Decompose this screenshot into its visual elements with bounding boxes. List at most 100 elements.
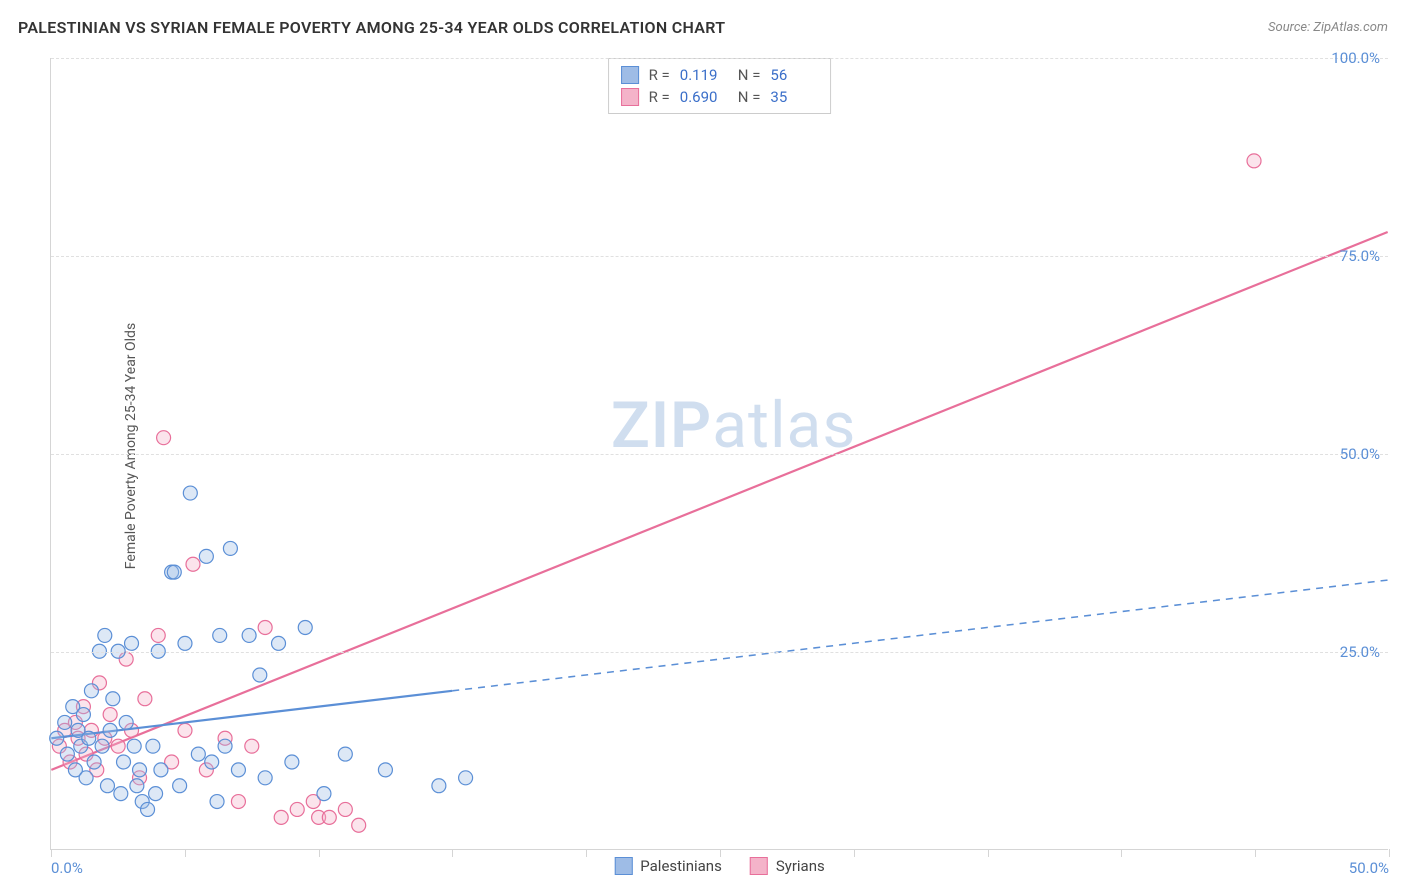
x-tick bbox=[720, 849, 721, 857]
n-value-syrians: 35 bbox=[770, 88, 818, 106]
data-point bbox=[253, 668, 267, 682]
x-tick bbox=[452, 849, 453, 857]
y-tick-label: 75.0% bbox=[1340, 247, 1380, 265]
n-value-palestinians: 56 bbox=[770, 66, 818, 84]
swatch-palestinians bbox=[614, 857, 632, 875]
data-point bbox=[82, 731, 96, 745]
data-point bbox=[322, 810, 336, 824]
data-point bbox=[130, 779, 144, 793]
x-tick bbox=[1121, 849, 1122, 857]
data-point bbox=[141, 802, 155, 816]
data-point bbox=[285, 755, 299, 769]
chart-area: ZIPatlas R = 0.119 N = 56 R = 0.690 N = … bbox=[50, 58, 1388, 850]
data-point bbox=[133, 763, 147, 777]
data-point bbox=[98, 628, 112, 642]
r-label: R = bbox=[649, 88, 670, 106]
data-point bbox=[432, 779, 446, 793]
data-point bbox=[157, 431, 171, 445]
swatch-syrians bbox=[621, 88, 639, 106]
data-point bbox=[60, 747, 74, 761]
stats-row-palestinians: R = 0.119 N = 56 bbox=[621, 64, 819, 86]
y-tick-label: 100.0% bbox=[1331, 49, 1380, 67]
stats-box: R = 0.119 N = 56 R = 0.690 N = 35 bbox=[608, 58, 832, 114]
source-label: Source: ZipAtlas.com bbox=[1268, 20, 1388, 35]
data-point bbox=[154, 763, 168, 777]
data-point bbox=[178, 636, 192, 650]
x-tick bbox=[185, 849, 186, 857]
data-point bbox=[183, 486, 197, 500]
data-point bbox=[178, 723, 192, 737]
legend-label-syrians: Syrians bbox=[776, 857, 825, 875]
data-point bbox=[231, 795, 245, 809]
data-point bbox=[213, 628, 227, 642]
data-point bbox=[317, 787, 331, 801]
data-point bbox=[338, 747, 352, 761]
legend-item-palestinians: Palestinians bbox=[614, 857, 722, 875]
data-point bbox=[151, 628, 165, 642]
data-point bbox=[50, 731, 64, 745]
legend-item-syrians: Syrians bbox=[750, 857, 825, 875]
trend-line bbox=[51, 232, 1387, 770]
data-point bbox=[272, 636, 286, 650]
x-tick-label: 50.0% bbox=[1349, 859, 1389, 877]
data-point bbox=[103, 723, 117, 737]
data-point bbox=[87, 755, 101, 769]
data-point bbox=[352, 818, 366, 832]
x-tick bbox=[319, 849, 320, 857]
data-point bbox=[231, 763, 245, 777]
data-point bbox=[106, 692, 120, 706]
data-point bbox=[191, 747, 205, 761]
data-point bbox=[84, 684, 98, 698]
gridline bbox=[51, 256, 1388, 257]
chart-title: PALESTINIAN VS SYRIAN FEMALE POVERTY AMO… bbox=[18, 18, 725, 37]
data-point bbox=[258, 621, 272, 635]
y-tick-label: 25.0% bbox=[1340, 643, 1380, 661]
r-label: R = bbox=[649, 66, 670, 84]
data-point bbox=[167, 565, 181, 579]
data-point bbox=[149, 787, 163, 801]
data-point bbox=[100, 779, 114, 793]
data-point bbox=[103, 708, 117, 722]
data-point bbox=[173, 779, 187, 793]
data-point bbox=[119, 715, 133, 729]
swatch-syrians bbox=[750, 857, 768, 875]
x-tick-label: 0.0% bbox=[51, 859, 83, 877]
n-label: N = bbox=[738, 88, 761, 106]
data-point bbox=[459, 771, 473, 785]
gridline bbox=[51, 652, 1388, 653]
legend-label-palestinians: Palestinians bbox=[640, 857, 722, 875]
x-tick bbox=[586, 849, 587, 857]
data-point bbox=[146, 739, 160, 753]
x-tick bbox=[1255, 849, 1256, 857]
data-point bbox=[95, 739, 109, 753]
r-value-palestinians: 0.119 bbox=[680, 66, 728, 84]
data-point bbox=[378, 763, 392, 777]
data-point bbox=[58, 715, 72, 729]
data-point bbox=[298, 621, 312, 635]
data-point bbox=[79, 771, 93, 785]
n-label: N = bbox=[738, 66, 761, 84]
trend-line-extrapolated bbox=[452, 580, 1387, 691]
data-point bbox=[205, 755, 219, 769]
data-point bbox=[274, 810, 288, 824]
stats-row-syrians: R = 0.690 N = 35 bbox=[621, 86, 819, 108]
x-tick bbox=[988, 849, 989, 857]
data-point bbox=[218, 739, 232, 753]
gridline bbox=[51, 58, 1388, 59]
y-tick-label: 50.0% bbox=[1340, 445, 1380, 463]
data-point bbox=[242, 628, 256, 642]
data-point bbox=[1247, 154, 1261, 168]
x-tick bbox=[854, 849, 855, 857]
data-point bbox=[125, 636, 139, 650]
data-point bbox=[117, 755, 131, 769]
data-point bbox=[338, 802, 352, 816]
data-point bbox=[138, 692, 152, 706]
data-point bbox=[258, 771, 272, 785]
data-point bbox=[186, 557, 200, 571]
r-value-syrians: 0.690 bbox=[680, 88, 728, 106]
gridline bbox=[51, 454, 1388, 455]
data-point bbox=[127, 739, 141, 753]
data-point bbox=[76, 708, 90, 722]
bottom-legend: Palestinians Syrians bbox=[614, 857, 824, 875]
data-point bbox=[111, 739, 125, 753]
